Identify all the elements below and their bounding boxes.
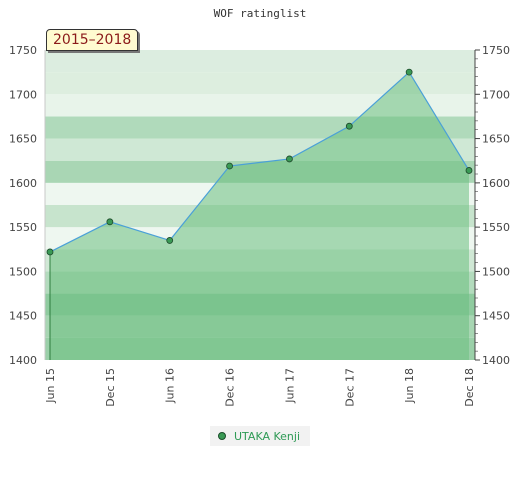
y-tick-label-right: 1700 xyxy=(482,88,510,101)
y-tick-label-left: 1500 xyxy=(9,265,37,278)
y-tick-label-left: 1650 xyxy=(9,133,37,146)
x-tick-label: Dec 16 xyxy=(224,368,237,407)
legend[interactable]: UTAKA Kenji xyxy=(210,426,310,446)
y-tick-label-left: 1700 xyxy=(9,88,37,101)
y-tick-label-right: 1550 xyxy=(482,221,510,234)
data-point xyxy=(286,155,293,163)
y-tick-label-left: 1550 xyxy=(9,221,37,234)
y-tick-label-right: 1650 xyxy=(482,133,510,146)
grid-band xyxy=(45,50,475,73)
y-tick-label-left: 1750 xyxy=(9,44,37,57)
x-tick-label: Jun 18 xyxy=(403,368,416,404)
y-tick-label-right: 1400 xyxy=(482,354,510,367)
data-point xyxy=(166,237,174,244)
x-tick-label: Jun 17 xyxy=(283,368,296,404)
y-tick-label-right: 1600 xyxy=(482,177,510,190)
legend-label: UTAKA Kenji xyxy=(234,429,300,443)
data-point xyxy=(405,68,413,76)
x-tick-label: Jun 16 xyxy=(164,368,177,404)
x-tick-label: Jun 15 xyxy=(44,368,57,404)
y-tick-label-left: 1400 xyxy=(9,354,37,367)
data-point xyxy=(46,248,54,256)
data-point xyxy=(226,162,233,170)
series-area xyxy=(50,72,469,361)
y-tick-label-right: 1750 xyxy=(482,44,510,57)
y-tick-label-right: 1500 xyxy=(482,265,510,278)
chart-title: WOF ratinglist xyxy=(214,7,307,20)
series-line xyxy=(49,71,470,253)
grid-band xyxy=(45,72,475,95)
x-tick-label: Dec 18 xyxy=(463,368,476,407)
x-tick-label: Dec 17 xyxy=(343,368,356,407)
data-point xyxy=(465,167,473,174)
y-tick-label-right: 1450 xyxy=(482,310,510,323)
data-point xyxy=(106,218,114,226)
x-tick-label: Dec 15 xyxy=(104,368,117,407)
data-point xyxy=(345,122,353,130)
y-tick-label-left: 1600 xyxy=(9,177,37,190)
legend-marker-icon xyxy=(218,432,226,440)
y-tick-label-left: 1450 xyxy=(9,310,37,323)
period-label: 2015–2018 xyxy=(46,29,139,51)
